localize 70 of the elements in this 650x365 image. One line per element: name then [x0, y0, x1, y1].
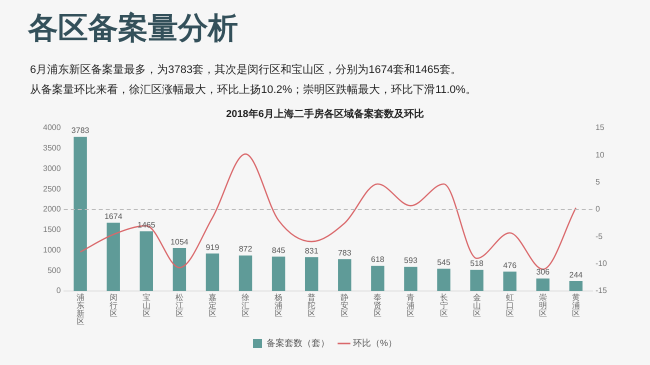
- bar: [272, 256, 286, 291]
- y-tick-label: 1000: [43, 245, 62, 254]
- y2-tick-label: 0: [595, 204, 600, 214]
- x-tick-label: 杨浦区: [274, 293, 283, 318]
- data-label: 831: [304, 246, 319, 256]
- x-tick-label: 黄浦区: [572, 293, 580, 318]
- data-label: 476: [503, 260, 518, 270]
- y-tick-label: 3000: [43, 164, 62, 173]
- data-label: 244: [569, 270, 584, 280]
- bar: [569, 281, 583, 291]
- bar: [304, 257, 318, 291]
- text: 从备案量环比来看，徐汇区涨幅最大，环比上扬10.2%；崇明区跌幅最大，环比下滑11.0%。: [30, 82, 477, 97]
- data-label: 518: [470, 259, 484, 268]
- bar: [338, 259, 352, 291]
- y2-tick-label: -5: [595, 232, 604, 241]
- y-tick-label: 500: [47, 266, 62, 275]
- x-tick-label: 普陀区: [308, 293, 316, 318]
- y2-tick-label: 10: [595, 150, 605, 160]
- data-label: 593: [404, 256, 418, 266]
- y2-tick-label: 15: [595, 123, 605, 132]
- y-tick-label: 3500: [43, 144, 62, 153]
- bar: [172, 248, 186, 291]
- x-tick-label: 金山区: [472, 293, 481, 318]
- x-tick-label: 崇明区: [538, 293, 547, 318]
- x-tick-label: 长宁区: [440, 293, 448, 318]
- x-tick-label: 徐汇区: [242, 293, 250, 318]
- y-tick-label: 2000: [43, 204, 62, 214]
- data-label: 1054: [170, 237, 189, 246]
- bar: [74, 136, 87, 291]
- x-tick-label: 虹口区: [506, 293, 514, 318]
- x-tick-label: 青浦区: [406, 293, 415, 318]
- data-label: 545: [437, 258, 451, 267]
- text: 6月浦东新区备案量最多，为3783套，其次是闵行区和宝山区，分别为1674套和1465套。: [30, 62, 462, 77]
- data-label: 783: [338, 248, 352, 258]
- data-label: 3783: [71, 126, 90, 136]
- chart-subtitle: 2018年6月上海二手房各区域备案套数及环比: [226, 108, 424, 120]
- data-label: 306: [536, 268, 550, 277]
- legend-label: 环比（%）: [353, 338, 398, 348]
- bar: [140, 231, 154, 291]
- y2-tick-label: 5: [595, 178, 600, 187]
- bar: [470, 270, 484, 291]
- y-tick-label: 2500: [43, 184, 62, 194]
- bar: [371, 266, 384, 291]
- x-tick-label: 浦东新区: [76, 293, 84, 326]
- x-tick-label: 嘉定区: [208, 293, 216, 318]
- bar: [106, 222, 120, 291]
- y-tick-label: 4000: [43, 123, 62, 132]
- chart-title: 各区备案量分析: [28, 10, 238, 47]
- data-label: 845: [272, 246, 286, 255]
- x-tick-label: 闵行区: [109, 293, 118, 318]
- data-label: 872: [238, 244, 253, 254]
- data-label: 919: [206, 242, 220, 252]
- y2-tick-label: -10: [595, 259, 608, 268]
- bar: [238, 255, 252, 291]
- y2-tick-label: -15: [595, 286, 608, 296]
- y-tick-label: 1500: [43, 225, 62, 234]
- bar: [503, 272, 516, 291]
- x-tick-label: 松江区: [175, 293, 184, 318]
- bar: [206, 254, 220, 291]
- legend-label: 备案套数（套）: [266, 338, 330, 348]
- data-label: 618: [371, 255, 385, 264]
- y-tick-label: 0: [56, 286, 62, 296]
- bar: [437, 268, 450, 291]
- x-tick-label: 奉贤区: [374, 293, 382, 318]
- bar: [404, 266, 418, 291]
- data-label: 1674: [104, 212, 123, 221]
- bar: [536, 278, 550, 291]
- line-series: [80, 153, 577, 270]
- x-tick-label: 静安区: [340, 293, 349, 318]
- x-tick-label: 宝山区: [142, 293, 150, 318]
